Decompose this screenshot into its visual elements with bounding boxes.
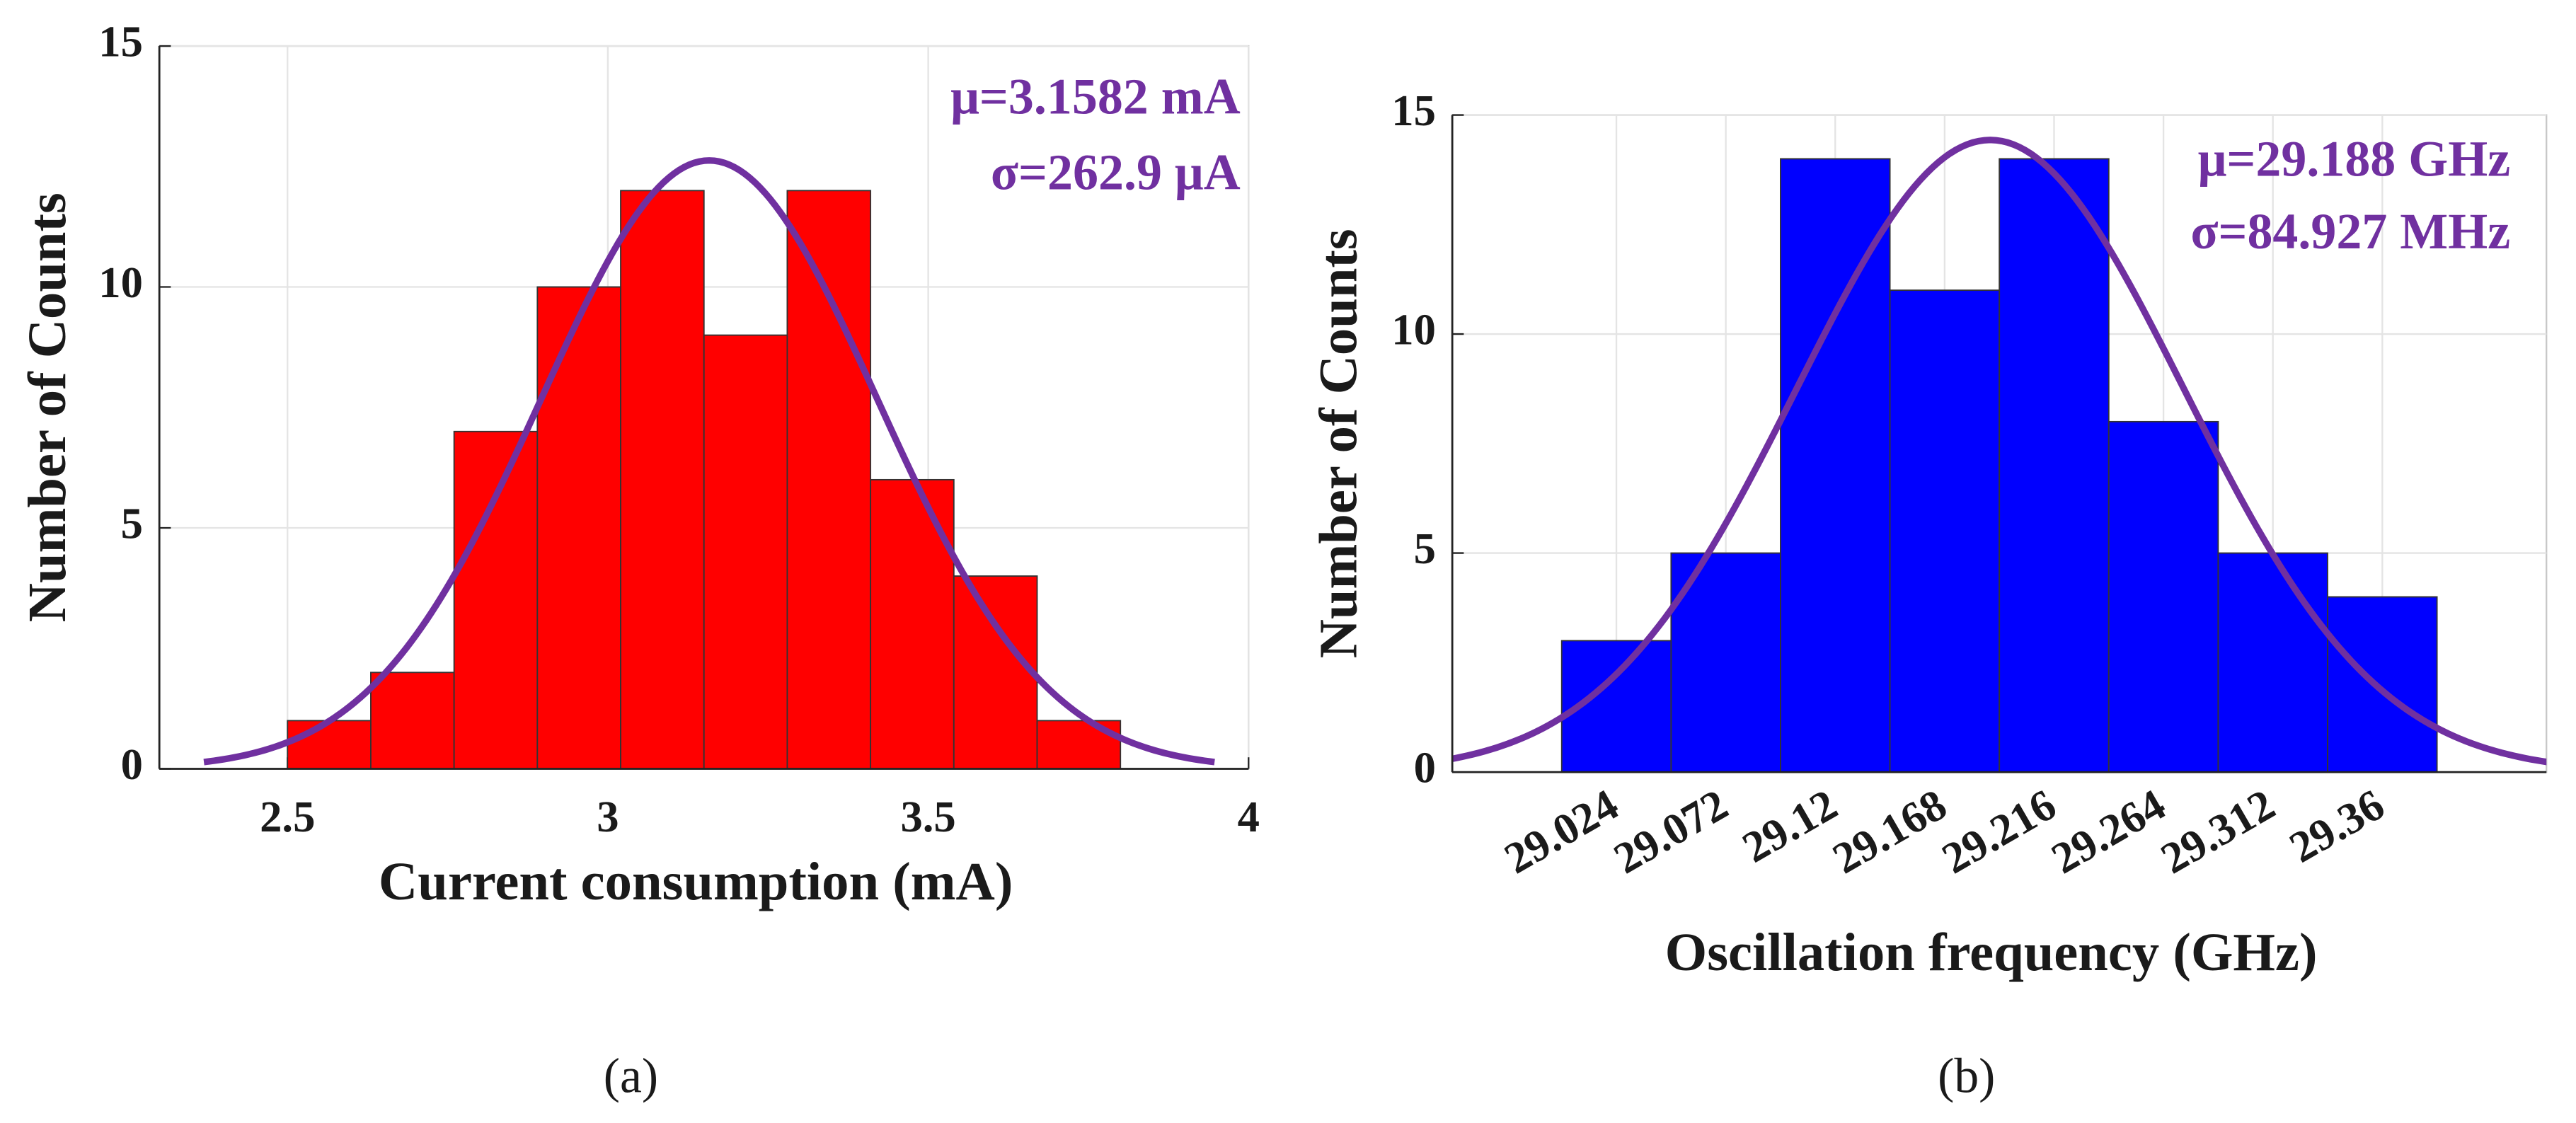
x-tick-label: 3 (597, 792, 619, 841)
x-tick-label: 2.5 (260, 792, 315, 841)
x-tick-label: 29.072 (1606, 779, 1736, 883)
y-tick-label: 15 (98, 16, 143, 66)
y-tick-label: 15 (1391, 86, 1436, 135)
x-axis-label: Oscillation frequency (GHz) (1665, 922, 2318, 982)
x-tick-label: 29.264 (2043, 779, 2173, 883)
x-tick-label: 29.12 (1734, 779, 1845, 872)
bar (2217, 552, 2328, 773)
bar (370, 672, 455, 770)
bar (953, 575, 1038, 770)
y-axis-label: Number of Counts (1309, 229, 1369, 658)
y-tick-label: 5 (1414, 524, 1436, 573)
annotation: σ=84.927 MHz (2190, 203, 2510, 260)
x-tick-label: 29.312 (2153, 779, 2283, 883)
fit-curve (1452, 137, 2547, 766)
y-tick-label: 0 (121, 739, 143, 789)
y-tick-label: 5 (121, 498, 143, 548)
y-tick-label: 10 (98, 258, 143, 307)
x-tick-label: 29.36 (2281, 779, 2392, 872)
x-tick-label: 29.168 (1824, 779, 1955, 883)
annotation: μ=29.188 GHz (2198, 131, 2511, 188)
y-tick-label: 10 (1391, 304, 1436, 354)
x-tick-label: 3.5 (900, 792, 955, 841)
x-tick-label: 4 (1238, 792, 1260, 841)
bar (287, 720, 372, 770)
bar (1889, 289, 2001, 773)
bar (703, 334, 788, 770)
bar (453, 430, 539, 770)
caption: (b) (1938, 1049, 1995, 1104)
bar (536, 286, 621, 770)
bar (1780, 158, 1891, 773)
annotation: σ=262.9 μA (991, 144, 1241, 200)
y-axis-label: Number of Counts (17, 192, 77, 622)
x-tick-label: 29.216 (1933, 779, 2064, 883)
y-tick-label: 0 (1414, 742, 1436, 792)
bar (1036, 720, 1122, 770)
bar (2108, 420, 2219, 773)
bar (2327, 596, 2438, 773)
fit-curve (203, 157, 1215, 766)
bar (870, 478, 955, 770)
bar (1999, 158, 2110, 773)
bar (620, 190, 705, 770)
x-tick-label: 29.024 (1496, 779, 1626, 883)
caption: (a) (604, 1049, 658, 1104)
bar (786, 190, 872, 770)
x-axis-label: Current consumption (mA) (379, 851, 1013, 911)
annotation: μ=3.1582 mA (950, 68, 1241, 125)
